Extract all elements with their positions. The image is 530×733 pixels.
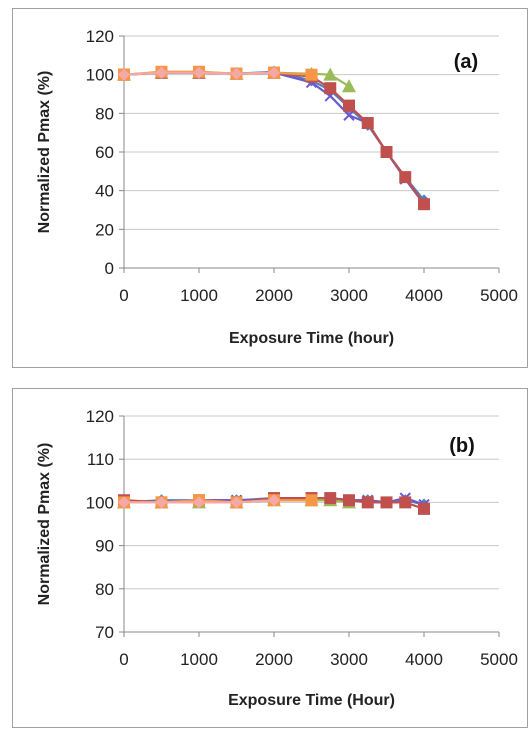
chart-b-ticks: 70 80 90 100 110 120 0 1000 2000 3000 4000 5000 [86,407,518,669]
chart-b-y-axis-label: Normalized Pmax (%) [36,443,53,606]
chart-b-series-5-point [155,496,168,509]
chart-b-series-5-point [230,496,243,509]
chart-a-series-0-line [123,70,425,202]
chart-a-y-tick-label: 100 [86,66,114,85]
chart-a-series-1-point [343,109,355,121]
chart-b-series-3-point [324,492,337,505]
chart-a-y-tick-label: 120 [86,27,114,46]
chart-b-y-tick-label: 100 [86,493,114,512]
chart-a-x-tick-label: 5000 [480,286,518,305]
chart-a-y-tick-label: 20 [95,220,114,239]
chart-a-gridlines [124,35,499,230]
chart-a-series-3-point [324,82,337,95]
chart-b-x-tick-label: 4000 [405,650,443,669]
chart-b-series-5-point [118,496,130,509]
chart-b-series [117,492,430,515]
chart-a-x-tick-label: 4000 [405,286,443,305]
chart-a-series [117,65,430,211]
chart-b-x-axis-label: Exposure Time (Hour) [228,692,395,709]
chart-b-series-3-point [361,496,374,509]
chart-b-x-tick-label: 3000 [330,650,368,669]
chart-a-x-tick-label: 0 [119,286,128,305]
chart-panel-a: 0 20 40 60 80 100 120 0 1000 2000 3000 4000 5000 Exp… [12,8,528,368]
chart-a-series-2-point [323,67,338,81]
chart-a-y-tick-label: 60 [95,143,114,162]
chart-a-svg: 0 20 40 60 80 100 120 0 1000 2000 3000 4000 5000 Exp… [36,27,518,347]
chart-b-x-tick-label: 2000 [255,650,293,669]
chart-a-series-5-point [268,66,280,79]
chart-b-panel-label: (b) [449,435,475,457]
chart-a-x-tick-label: 2000 [255,286,293,305]
chart-a-series-5-point [230,67,243,80]
chart-a-series-4-point [305,68,318,81]
chart-b-series-4-point [305,494,318,507]
chart-a-panel-label: (a) [454,51,478,73]
chart-a-series-3-line [123,71,425,205]
chart-b-y-tick-label: 110 [87,450,114,469]
chart-b-x-tick-label: 5000 [480,650,518,669]
chart-a-series-3-point [343,99,355,112]
chart-a-series-5-point [118,68,130,81]
chart-a-series-5-point [155,66,168,79]
chart-a-series-2-point [342,79,356,93]
chart-a-series-3-point [418,198,430,211]
chart-b-x-tick-label: 1000 [180,650,218,669]
chart-b-svg: 70 80 90 100 110 120 0 1000 2000 3000 4000 5000 Exp… [36,407,518,709]
chart-a-series-3-point [399,171,412,184]
chart-a-y-axis-label: Normalized Pmax (%) [36,71,53,234]
chart-a-series-3-point [380,146,393,158]
chart-b-series-5-point [193,496,205,509]
chart-b-y-tick-label: 80 [95,580,114,599]
chart-b-y-tick-label: 70 [95,623,114,642]
chart-b-axes [119,415,500,637]
chart-b-series-3-point [418,502,430,515]
chart-a-y-tick-label: 80 [95,104,114,123]
chart-b-x-tick-label: 0 [119,650,128,669]
chart-a-series-3-point [361,117,374,129]
chart-a-x-tick-label: 1000 [180,286,218,305]
chart-a-series-5-point [193,66,205,79]
chart-b-y-tick-label: 90 [95,537,114,556]
chart-a-x-tick-label: 3000 [330,286,368,305]
chart-a-ticks: 0 20 40 60 80 100 120 0 1000 2000 3000 4000 5000 [86,27,518,305]
chart-panel-b: 70 80 90 100 110 120 0 1000 2000 3000 4000 5000 Exp… [12,388,528,728]
chart-b-series-3-point [343,494,355,507]
chart-b-series-5-point [268,494,280,507]
chart-b-y-tick-label: 120 [86,407,114,426]
chart-b-series-3-point [380,496,393,509]
chart-b-series-3-point [399,496,412,509]
chart-a-y-tick-label: 0 [105,259,114,278]
chart-a-x-axis-label: Exposure Time (hour) [229,330,394,347]
chart-a-y-tick-label: 40 [95,182,114,201]
